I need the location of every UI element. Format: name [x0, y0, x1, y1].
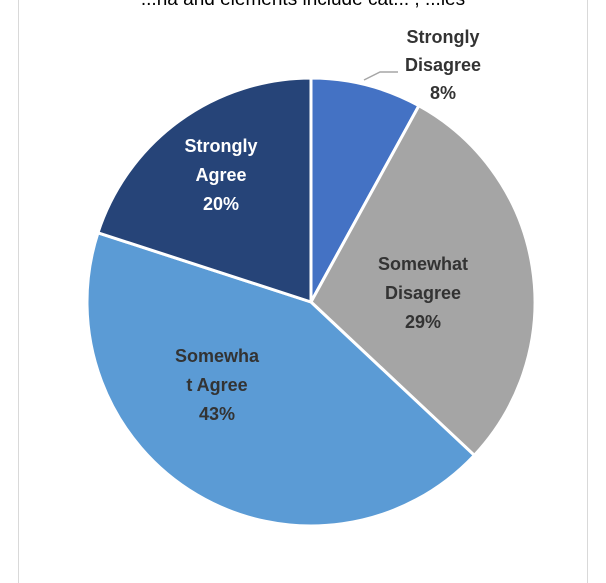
slice-label-0-line-0: Strongly — [406, 27, 479, 47]
slice-label-0: Strongly Disagree 8% — [405, 27, 481, 103]
slice-label-0-line-2: 8% — [430, 83, 456, 103]
slice-label-0-line-1: Disagree — [405, 55, 481, 75]
slice-label-2-line-0: Somewha — [175, 346, 260, 366]
slice-label-1: Somewhat Disagree 29% — [378, 254, 468, 332]
slice-label-3-line-0: Strongly — [184, 136, 257, 156]
slice-label-1-line-1: Disagree — [385, 283, 461, 303]
slice-label-3-line-1: Agree — [195, 165, 246, 185]
pie-slice-3 — [96, 76, 313, 305]
slice-label-3: Strongly Agree 20% — [184, 136, 257, 214]
pie-slice-1 — [309, 103, 537, 458]
pie-slice-2 — [85, 230, 477, 528]
slice-label-1-line-2: 29% — [405, 312, 441, 332]
slice-label-2-line-1: t Agree — [186, 375, 247, 395]
leader-line-0 — [363, 71, 398, 81]
chart-title-clipped: ...na and elements include cat... , ...l… — [0, 0, 606, 11]
chart-area — [18, 0, 588, 583]
slice-label-3-line-2: 20% — [203, 194, 239, 214]
slice-label-2: Somewha t Agree 43% — [175, 346, 260, 424]
slice-label-1-line-0: Somewhat — [378, 254, 468, 274]
slice-label-2-line-2: 43% — [199, 404, 235, 424]
pie-slice-0 — [309, 76, 421, 303]
